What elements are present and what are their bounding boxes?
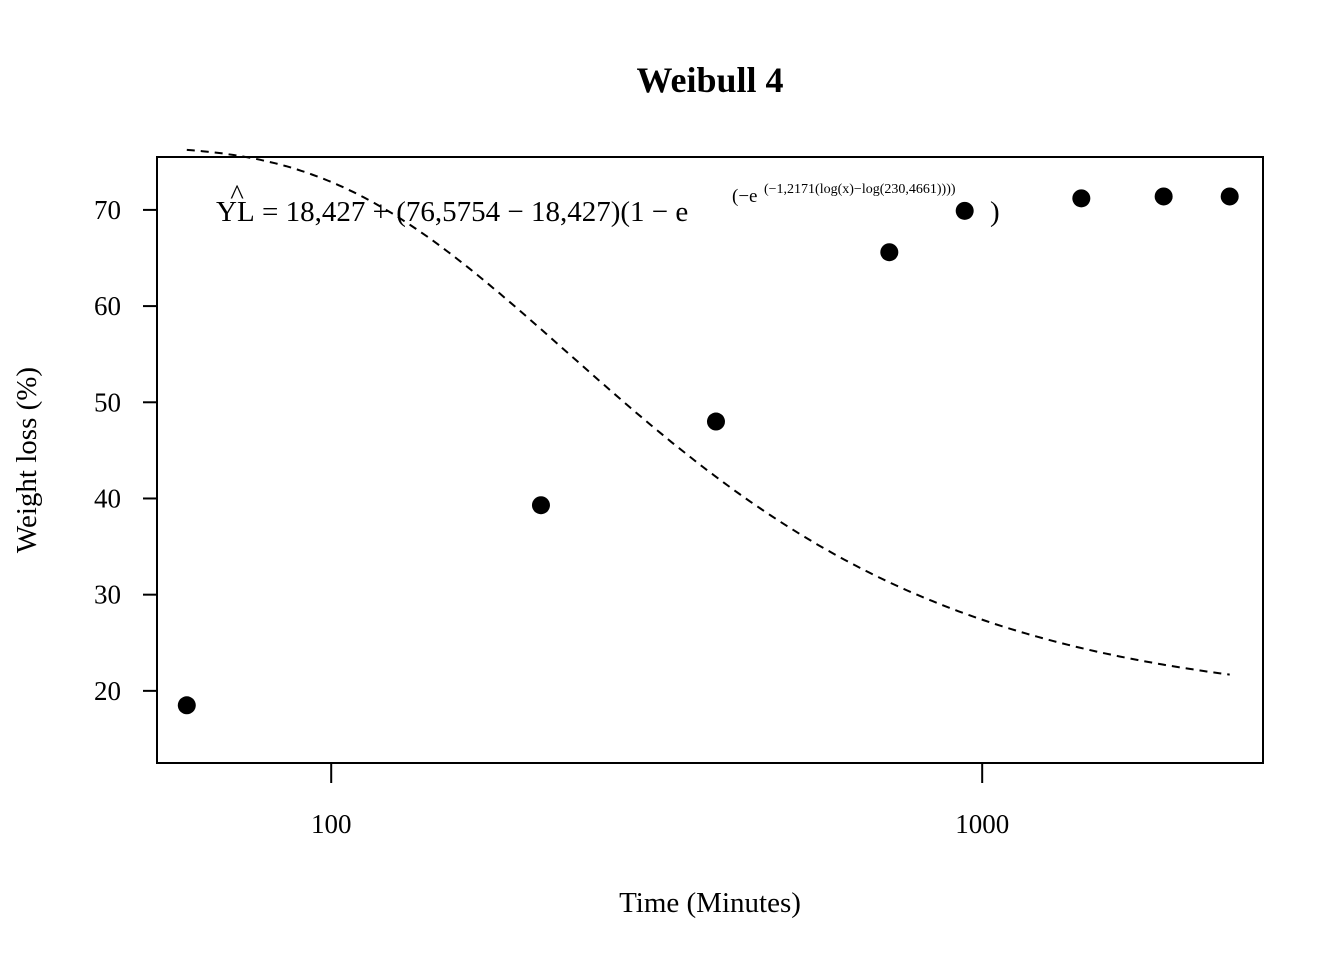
y-tick-label: 70: [94, 195, 121, 225]
data-point: [955, 201, 974, 220]
fit-equation: ^ YL = 18,427 + (76,5754 − 18,427)(1 − e…: [216, 179, 1000, 228]
data-point: [880, 243, 899, 262]
data-points: [177, 187, 1239, 715]
x-axis-label: Time (Minutes): [619, 887, 801, 919]
equation-inner-exponent: (−1,2171(log(x)−log(230,4661)))): [764, 182, 956, 197]
data-point: [177, 696, 196, 715]
y-tick-label: 50: [94, 387, 121, 417]
equation-exponent: (−e: [732, 186, 757, 207]
x-tick-label: 1000: [955, 809, 1009, 839]
chart-title: Weibull 4: [636, 60, 783, 100]
y-tick-label: 40: [94, 483, 121, 513]
y-tick-label: 30: [94, 580, 121, 610]
data-point: [1072, 189, 1091, 208]
data-point: [1220, 187, 1239, 206]
equation-lhs: YL: [216, 196, 255, 228]
fitted-curve: [186, 148, 1230, 676]
data-point: [706, 412, 725, 431]
equation-close: ): [990, 196, 1000, 228]
x-axis: 100 1000: [311, 763, 1009, 839]
y-axis-label: Weight loss (%): [11, 367, 43, 553]
plot-frame: [156, 156, 1264, 764]
y-tick-label: 20: [94, 676, 121, 706]
equation-hat: ^: [230, 179, 244, 211]
x-tick-label: 100: [311, 809, 352, 839]
y-axis: 20 30 40 50 60 70: [94, 195, 157, 706]
data-point: [531, 496, 550, 515]
data-point: [1154, 187, 1173, 206]
y-tick-label: 60: [94, 291, 121, 321]
equation-main: = 18,427 + (76,5754 − 18,427)(1 − e: [262, 196, 688, 228]
